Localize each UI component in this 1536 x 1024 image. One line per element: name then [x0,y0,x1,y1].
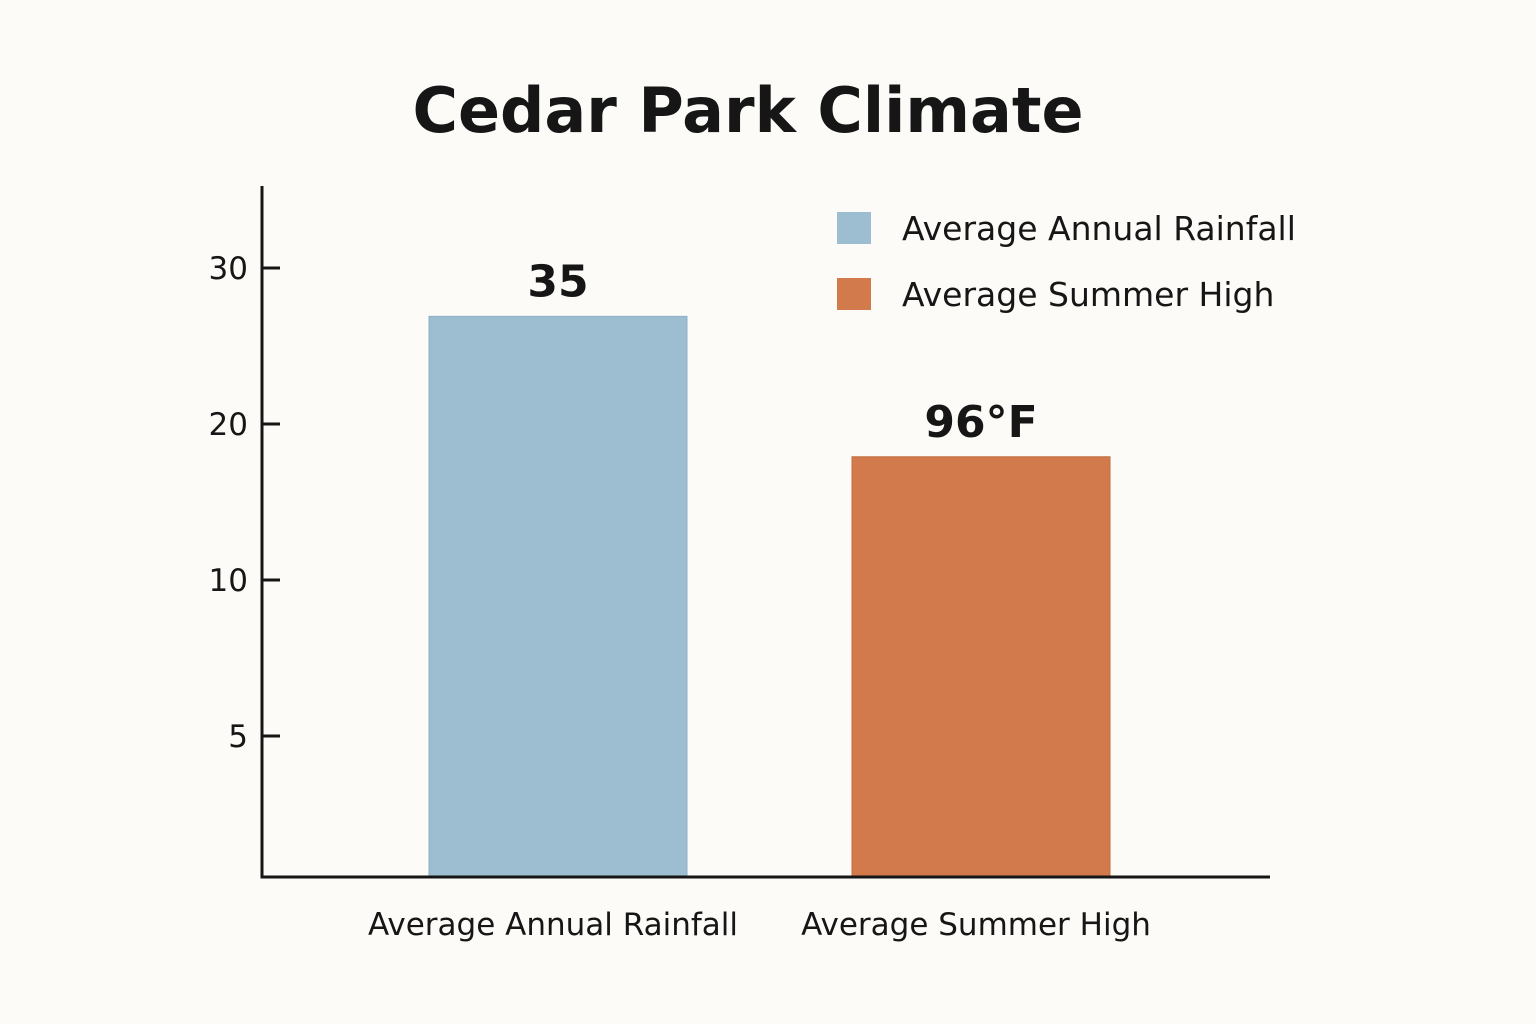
y-tick-label: 5 [228,719,248,755]
x-tick-label: Average Annual Rainfall [368,907,738,943]
legend-swatch [837,212,871,244]
x-tick-label: Average Summer High [801,907,1151,943]
chart-title: Cedar Park Climate [412,74,1083,147]
data-label: 96°F [924,397,1037,448]
legend-label: Average Annual Rainfall [902,209,1296,248]
legend-label: Average Summer High [902,275,1274,314]
bar-rainfall [428,315,688,878]
data-label: 35 [527,256,588,307]
y-tick-label: 30 [209,251,248,287]
legend-swatch [837,278,871,310]
bar-summer-high [851,456,1111,878]
y-tick-label: 20 [209,407,248,443]
y-tick-label: 10 [209,563,248,599]
